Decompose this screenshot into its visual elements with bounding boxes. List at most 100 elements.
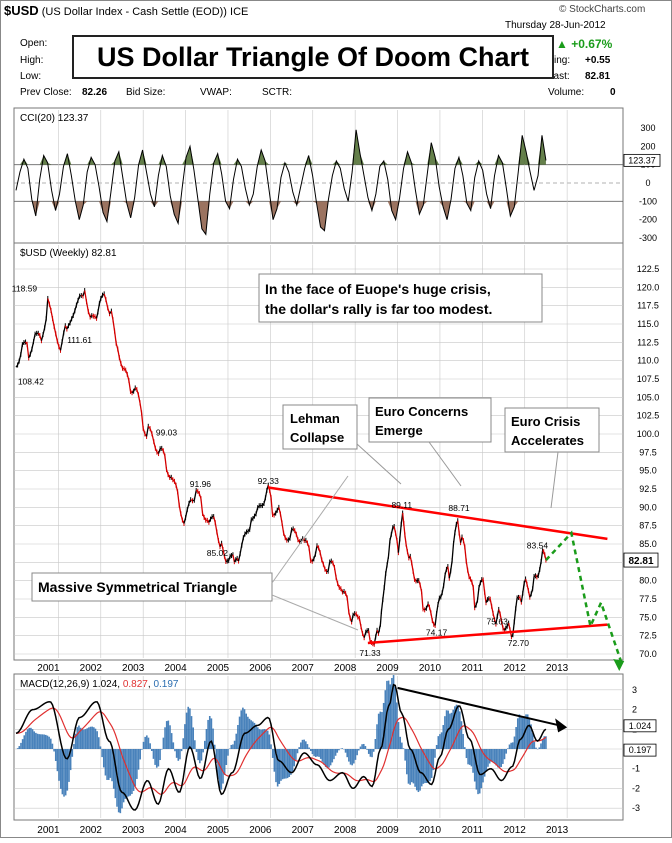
price-tick-label: 85.0 [639,539,657,549]
macd-tick-label: -2 [632,783,640,793]
crisis-note-line1: In the face of Euope's huge crisis, [265,281,491,297]
euro-crisis-line2: Accelerates [511,433,584,448]
price-point-label: 74.17 [426,627,448,637]
price-tick-label: 77.5 [639,594,657,604]
price-tick-label: 100.0 [637,429,660,439]
price-tick-label: 70.0 [639,649,657,659]
price-tick-label: 87.5 [639,521,657,531]
cci-tick-label: 200 [640,141,655,151]
prev-close-label: Prev Close: [20,87,72,98]
price-point-label: 72.70 [508,638,530,648]
cci-tick-label: 0 [645,178,650,188]
price-tick-label: 112.5 [637,337,659,347]
cci-tick-label: -200 [639,215,657,225]
price-point-label: 88.71 [448,503,470,513]
price-tick-label: 95.0 [639,466,657,476]
price-year-label: 2012 [504,663,527,674]
pct-change-value: +0.67% [571,37,612,51]
macd-tick-label: -1 [632,764,640,774]
price-point-label: 111.61 [67,335,92,345]
macd-year-label: 2008 [334,825,357,836]
macd-year-label: 2002 [80,825,103,836]
price-point-label: 71.33 [359,648,381,658]
price-year-label: 2005 [207,663,230,674]
macd-year-label: 2003 [122,825,145,836]
price-point-label: 85.02 [207,548,229,558]
macd-current-value: 0.197 [629,745,652,755]
price-tick-label: 110.0 [637,356,659,366]
price-current-value: 82.81 [628,556,653,567]
open-label: Open: [20,38,47,49]
macd-year-label: 2006 [249,825,272,836]
price-year-label: 2003 [122,663,145,674]
euro-concerns-line1: Euro Concerns [375,404,468,419]
macd-year-label: 2013 [546,825,569,836]
pct-change: ▲ +0.67% [556,37,612,51]
price-year-label: 2009 [376,663,399,674]
last-value: 82.81 [585,71,610,82]
volume-label: Volume: [548,87,584,98]
svg-text:MACD(12,26,9) 1.024, 0.827, 0.: MACD(12,26,9) 1.024, 0.827, 0.197 [20,679,179,690]
price-point-label: 92.33 [258,476,280,486]
macd-year-label: 2001 [37,825,60,836]
price-point-label: 89.11 [391,500,412,510]
price-tick-label: 80.0 [639,576,657,586]
macd-signal-value: 0.827 [123,679,148,690]
macd-current-value: 1.024 [629,721,652,731]
prev-close-value: 82.26 [82,87,107,98]
sctr-label: SCTR: [262,87,292,98]
macd-year-label: 2009 [376,825,399,836]
chart-title: US Dollar Triangle Of Doom Chart [72,35,554,79]
macd-tick-label: 2 [632,705,637,715]
cci-current-value: 123.37 [628,155,656,165]
bid-size-label: Bid Size: [126,87,165,98]
price-tick-label: 90.0 [639,502,657,512]
macd-year-label: 2004 [164,825,187,836]
price-tick-label: 102.5 [637,411,660,421]
macd-hist-value: 0.197 [153,679,178,690]
header-symbol-line: $USD (US Dollar Index - Cash Settle (EOD… [4,3,248,18]
macd-title: MACD(12,26,9) 1.024, 0.827, 0.197 [20,679,179,690]
macd-year-label: 2011 [462,825,484,836]
price-point-label: 83.54 [527,541,549,551]
date-label: Thursday 28-Jun-2012 [505,20,606,31]
price-tick-label: 115.0 [637,319,659,329]
cci-title: CCI(20) 123.37 [20,113,89,124]
macd-year-label: 2010 [419,825,442,836]
price-year-label: 2011 [462,663,484,674]
vwap-label: VWAP: [200,87,232,98]
price-year-label: 2010 [419,663,442,674]
cci-tick-label: -300 [639,233,657,243]
price-year-label: 2001 [37,663,60,674]
price-tick-label: 107.5 [637,374,660,384]
price-year-label: 2013 [546,663,569,674]
lehman-line2: Collapse [290,430,344,445]
crisis-note-line2: the dollar's rally is far too modest. [265,301,492,317]
macd-tick-label: -3 [632,803,640,813]
macd-tick-label: 3 [632,685,637,695]
euro-crisis-line1: Euro Crisis [511,414,580,429]
price-point-label: 118.59 [12,284,38,294]
price-point-label: 75.63 [487,617,509,627]
macd-year-label: 2007 [292,825,315,836]
macd-year-label: 2012 [504,825,527,836]
price-tick-label: 75.0 [639,612,657,622]
macd-value: 1.024 [92,679,117,690]
price-year-label: 2002 [80,663,103,674]
euro-concerns-line2: Emerge [375,423,423,438]
lehman-line1: Lehman [290,411,340,426]
chg-value: +0.55 [585,55,610,66]
low-label: Low: [20,71,41,82]
volume-value: 0 [610,87,616,98]
macd-title-label: MACD(12,26,9) [20,679,89,690]
price-tick-label: 105.0 [637,392,660,402]
up-arrow-icon: ▲ [556,37,568,51]
high-label: High: [20,55,43,66]
source-label: © StockCharts.com [559,4,645,15]
price-title: $USD (Weekly) 82.81 [20,248,117,259]
macd-year-label: 2005 [207,825,230,836]
price-year-label: 2007 [292,663,315,674]
price-tick-label: 72.5 [639,631,657,641]
